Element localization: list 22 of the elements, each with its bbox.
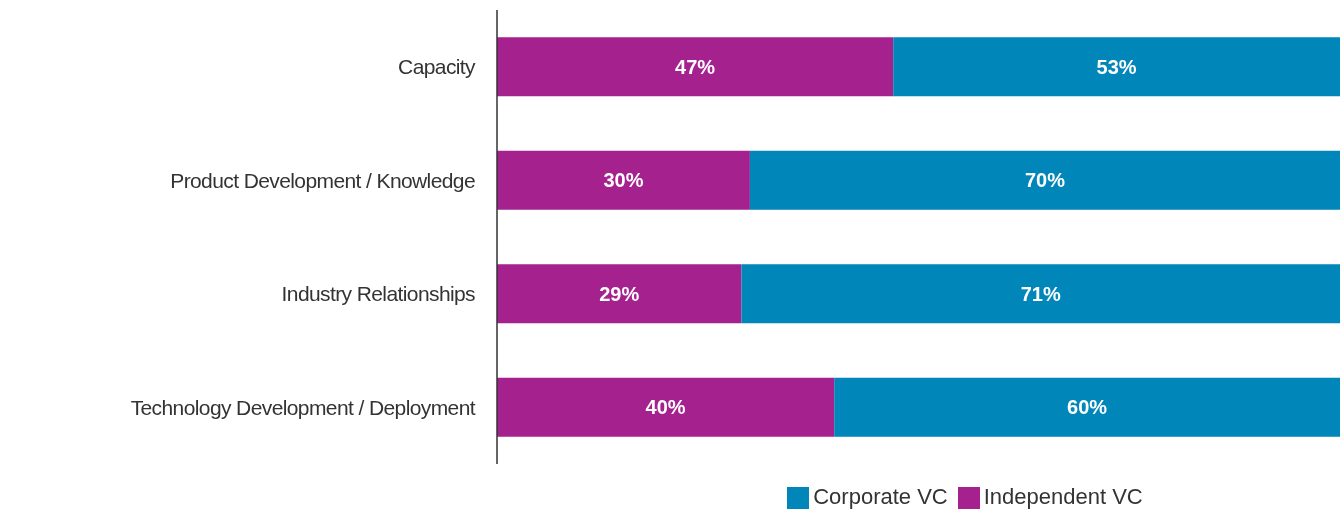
data-label: 30% — [603, 169, 644, 192]
y-tick-label: Industry Relationships — [281, 282, 476, 306]
bar — [497, 37, 894, 97]
data-label: 60% — [1067, 396, 1108, 419]
data-label: 29% — [599, 282, 640, 305]
legend-label: Independent VC — [983, 484, 1143, 509]
bar — [497, 150, 750, 210]
bar — [497, 264, 742, 324]
y-tick-label: Technology Development / Deployment — [130, 395, 476, 419]
data-label: 47% — [675, 55, 716, 78]
bar — [749, 150, 1340, 210]
bar — [893, 37, 1340, 97]
bar — [497, 377, 835, 437]
data-label: 53% — [1096, 55, 1137, 78]
bar — [834, 377, 1340, 437]
data-label: 40% — [645, 396, 686, 419]
data-label: 71% — [1020, 282, 1061, 305]
data-label: 70% — [1024, 169, 1066, 192]
legend-label: Corporate VC — [813, 484, 948, 509]
y-tick-label: Product Development / Knowledge — [170, 168, 475, 192]
y-tick-label: Capacity — [398, 55, 477, 79]
bar — [741, 264, 1340, 324]
